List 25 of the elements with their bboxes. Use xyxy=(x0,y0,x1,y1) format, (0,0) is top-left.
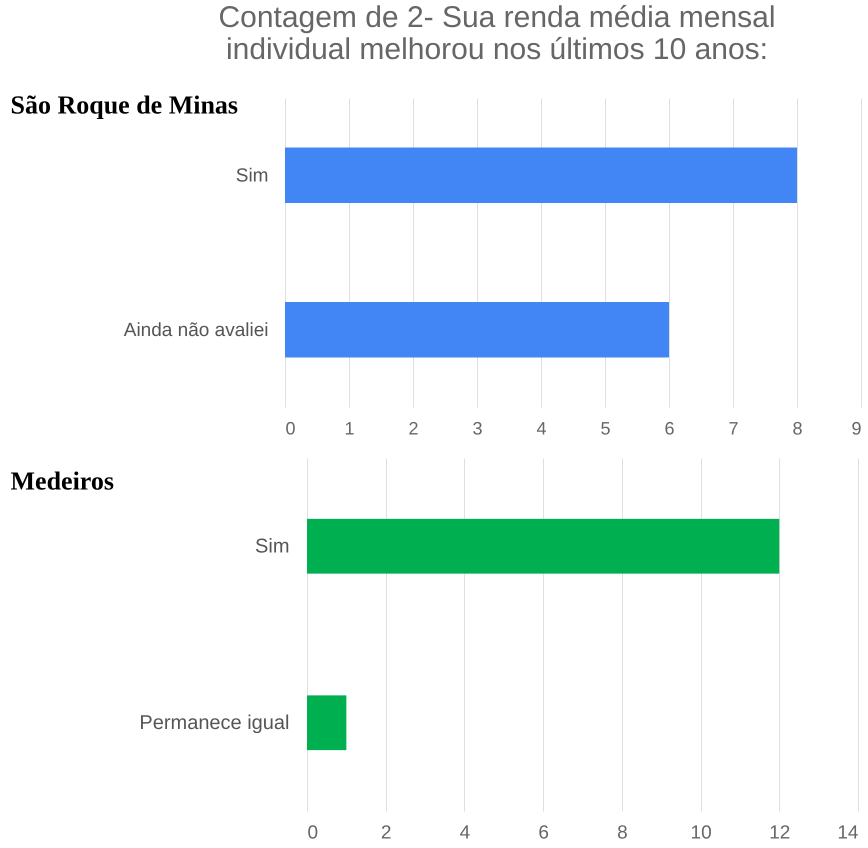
x-tick-label: 4 xyxy=(536,418,547,438)
x-tick-label: 0 xyxy=(286,418,296,438)
x-tick-label: 0 xyxy=(308,822,318,844)
y-tick-label: Ainda não avaliei xyxy=(124,320,268,341)
x-tick-label: 8 xyxy=(792,418,803,438)
x-tick-label: 2 xyxy=(380,822,392,844)
y-tick-label: Permanece igual xyxy=(139,712,290,734)
x-tick-label: 8 xyxy=(617,822,628,844)
text: Medeiros xyxy=(10,466,114,496)
x-tick-label: 1 xyxy=(344,418,355,438)
x-tick-label: 5 xyxy=(600,418,611,438)
chart-subtitle: São Roque de Minas xyxy=(10,90,238,120)
y-tick-label: Sim xyxy=(236,165,268,186)
x-tick-label: 3 xyxy=(472,418,483,438)
x-tick-label: 4 xyxy=(460,822,471,844)
x-tick-label: 6 xyxy=(664,418,675,438)
chart-title: Contagem de 2- Sua renda média mensal individual melhorou nos últimos 10 anos: xyxy=(218,1,776,66)
x-tick-label: 6 xyxy=(538,822,549,844)
x-tick-label: 7 xyxy=(728,418,739,438)
x-tick-label: 14 xyxy=(837,822,859,844)
x-tick-label: 2 xyxy=(408,418,419,438)
x-tick-label: 10 xyxy=(690,822,712,844)
y-tick-label: Sim xyxy=(255,535,290,558)
x-tick-label: 9 xyxy=(851,418,862,438)
x-tick-label: 12 xyxy=(769,822,790,844)
